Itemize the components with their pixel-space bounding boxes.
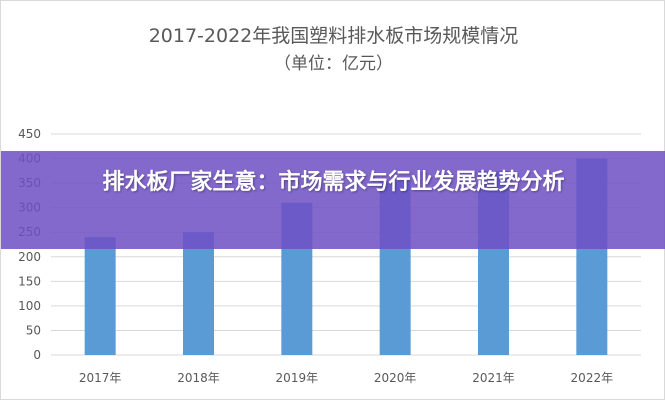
x-tick-label: 2020年: [374, 371, 417, 385]
x-tick-label: 2018年: [177, 371, 220, 385]
headline-text: 排水板厂家生意：市场需求与行业发展趋势分析: [102, 170, 565, 195]
chart-title: 2017-2022年我国塑料排水板市场规模情况: [148, 25, 519, 47]
y-tick-label: 100: [18, 299, 41, 313]
y-tick-label: 50: [26, 323, 41, 337]
bar: [183, 232, 214, 355]
y-tick-label: 0: [33, 348, 41, 362]
x-tick-label: 2021年: [472, 371, 515, 385]
x-tick-label: 2017年: [79, 371, 122, 385]
bar: [84, 237, 116, 355]
headline-banner: 排水板厂家生意：市场需求与行业发展趋势分析: [1, 151, 665, 249]
x-tick-label: 2022年: [571, 371, 614, 385]
x-tick-label: 2019年: [276, 371, 319, 385]
y-tick-label: 150: [18, 274, 41, 288]
chart-subtitle: （单位：亿元）: [274, 54, 393, 74]
x-axis-ticks: 2017年 2018年 2019年 2020年 2021年 2022年: [79, 371, 613, 385]
y-tick-label: 450: [18, 127, 41, 141]
y-tick-label: 200: [18, 250, 41, 264]
